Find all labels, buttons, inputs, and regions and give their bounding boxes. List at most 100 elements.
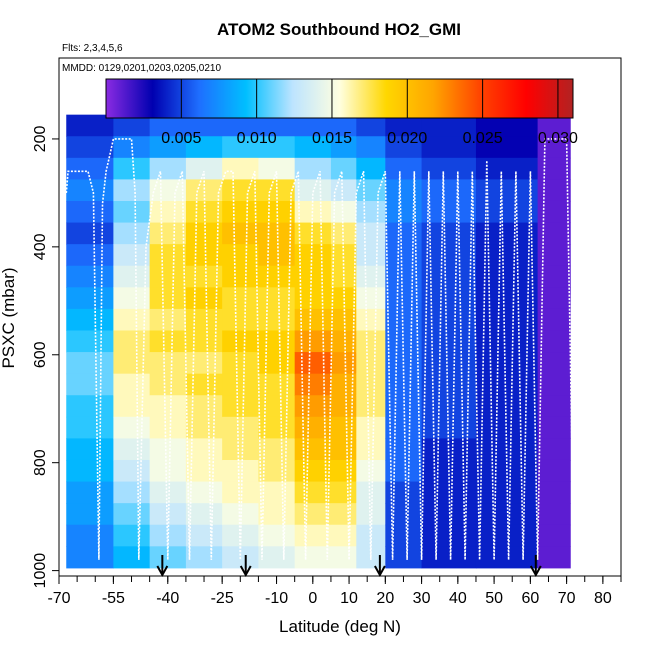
heatmap-cell bbox=[385, 287, 423, 310]
heatmap-cell bbox=[258, 416, 296, 439]
x-tick-label: -40 bbox=[156, 590, 179, 607]
heatmap-cell bbox=[258, 524, 296, 547]
heatmap-cell bbox=[537, 459, 571, 483]
colorbar-tick-label: 0.020 bbox=[387, 130, 427, 147]
heatmap-cell bbox=[258, 222, 296, 245]
heatmap-cell bbox=[330, 179, 357, 202]
heatmap-cell bbox=[113, 287, 151, 310]
heatmap-cell bbox=[421, 373, 477, 396]
heatmap-cell bbox=[356, 438, 386, 461]
heatmap-cell bbox=[294, 416, 332, 439]
heatmap-cell bbox=[113, 179, 151, 202]
heatmap-cell bbox=[537, 287, 571, 310]
heatmap-cell bbox=[258, 244, 296, 267]
flight-track bbox=[65, 138, 575, 560]
heatmap-cell bbox=[149, 222, 187, 245]
x-tick-label: 70 bbox=[558, 590, 576, 607]
heatmap-cell bbox=[113, 200, 151, 224]
heatmap-cell bbox=[356, 459, 386, 483]
heatmap-cell bbox=[258, 136, 296, 159]
heatmap-cell bbox=[113, 524, 151, 547]
heatmap-cell bbox=[330, 330, 357, 353]
heatmap-cell bbox=[113, 244, 151, 267]
heatmap-cell bbox=[258, 114, 296, 137]
heatmap-cell bbox=[185, 200, 223, 224]
x-tick-label: 20 bbox=[376, 590, 394, 607]
heatmap-cell bbox=[149, 330, 187, 353]
x-axis: -70 -55 -40 -25 -10 0 10 20 30 40 50 60 70 80 bbox=[47, 576, 622, 607]
heatmap-cell bbox=[66, 503, 114, 526]
heatmap-cell bbox=[149, 265, 187, 288]
x-tick-label: 60 bbox=[521, 590, 539, 607]
heatmap-cell bbox=[113, 438, 151, 461]
heatmap-cell bbox=[475, 395, 539, 418]
heatmap-cell bbox=[330, 157, 357, 180]
x-tick-label: -55 bbox=[102, 590, 125, 607]
colorbar-tick-label: 0.005 bbox=[161, 130, 201, 147]
heatmap-cell bbox=[385, 416, 423, 439]
heatmap-cell bbox=[421, 308, 477, 331]
heatmap-cell bbox=[66, 157, 114, 180]
heatmap-cell bbox=[222, 308, 259, 331]
heatmap-cell bbox=[356, 416, 386, 439]
heatmap-cell bbox=[475, 179, 539, 202]
heatmap-cell bbox=[421, 265, 477, 288]
heatmap-cell bbox=[66, 373, 114, 396]
heatmap-cell bbox=[185, 179, 223, 202]
heatmap-cell bbox=[185, 352, 223, 375]
heatmap-cell bbox=[149, 200, 187, 224]
heatmap-cell bbox=[66, 330, 114, 353]
y-tick-label: 200 bbox=[32, 125, 49, 152]
arrow-marker-head bbox=[529, 565, 542, 578]
y-tick-label: 1000 bbox=[32, 553, 49, 589]
heatmap-cell bbox=[294, 352, 332, 375]
heatmap-cells bbox=[66, 114, 571, 569]
heatmap-cell bbox=[421, 136, 477, 159]
colorbar-gradient bbox=[105, 78, 574, 119]
heatmap-cell bbox=[475, 287, 539, 310]
heatmap-cell bbox=[356, 157, 386, 180]
heatmap-cell bbox=[330, 373, 357, 396]
heatmap-cell bbox=[537, 503, 571, 526]
heatmap-cell bbox=[294, 244, 332, 267]
heatmap-cell bbox=[330, 438, 357, 461]
heatmap-cell bbox=[113, 265, 151, 288]
heatmap-cell bbox=[537, 157, 571, 180]
heatmap-cell bbox=[222, 287, 259, 310]
heatmap-cell bbox=[222, 416, 259, 439]
heatmap-cell bbox=[537, 200, 571, 224]
heatmap-cell bbox=[149, 308, 187, 331]
heatmap-cell bbox=[537, 265, 571, 288]
x-tick-label: 10 bbox=[340, 590, 358, 607]
heatmap-cell bbox=[537, 222, 571, 245]
heatmap-cell bbox=[222, 114, 259, 137]
heatmap-cell bbox=[66, 244, 114, 267]
heatmap-cell bbox=[258, 546, 296, 569]
heatmap-cell bbox=[294, 373, 332, 396]
x-tick-label: -70 bbox=[47, 590, 70, 607]
heatmap-cell bbox=[537, 136, 571, 159]
heatmap-cell bbox=[294, 157, 332, 180]
flight-track-line bbox=[65, 138, 575, 560]
heatmap-cell bbox=[421, 330, 477, 353]
heatmap-cell bbox=[222, 222, 259, 245]
heatmap-cell bbox=[185, 503, 223, 526]
heatmap-cell bbox=[356, 222, 386, 245]
heatmap-cell bbox=[356, 308, 386, 331]
dates-note: MMDD: 0129,0201,0203,0205,0210 bbox=[62, 63, 221, 74]
colorbar-tick-label: 0.010 bbox=[237, 130, 277, 147]
heatmap-cell bbox=[356, 200, 386, 224]
heatmap-cell bbox=[222, 481, 259, 504]
heatmap-cell bbox=[475, 416, 539, 439]
heatmap-cell bbox=[385, 503, 423, 526]
heatmap-cell bbox=[537, 524, 571, 547]
heatmap-cell bbox=[421, 222, 477, 245]
heatmap-cell bbox=[258, 308, 296, 331]
heatmap-cell bbox=[294, 438, 332, 461]
heatmap-cell bbox=[385, 222, 423, 245]
heatmap-cell bbox=[149, 395, 187, 418]
heatmap-cell bbox=[185, 373, 223, 396]
arrow-markers bbox=[156, 555, 542, 578]
heatmap-cell bbox=[149, 416, 187, 439]
heatmap-cell bbox=[356, 330, 386, 353]
